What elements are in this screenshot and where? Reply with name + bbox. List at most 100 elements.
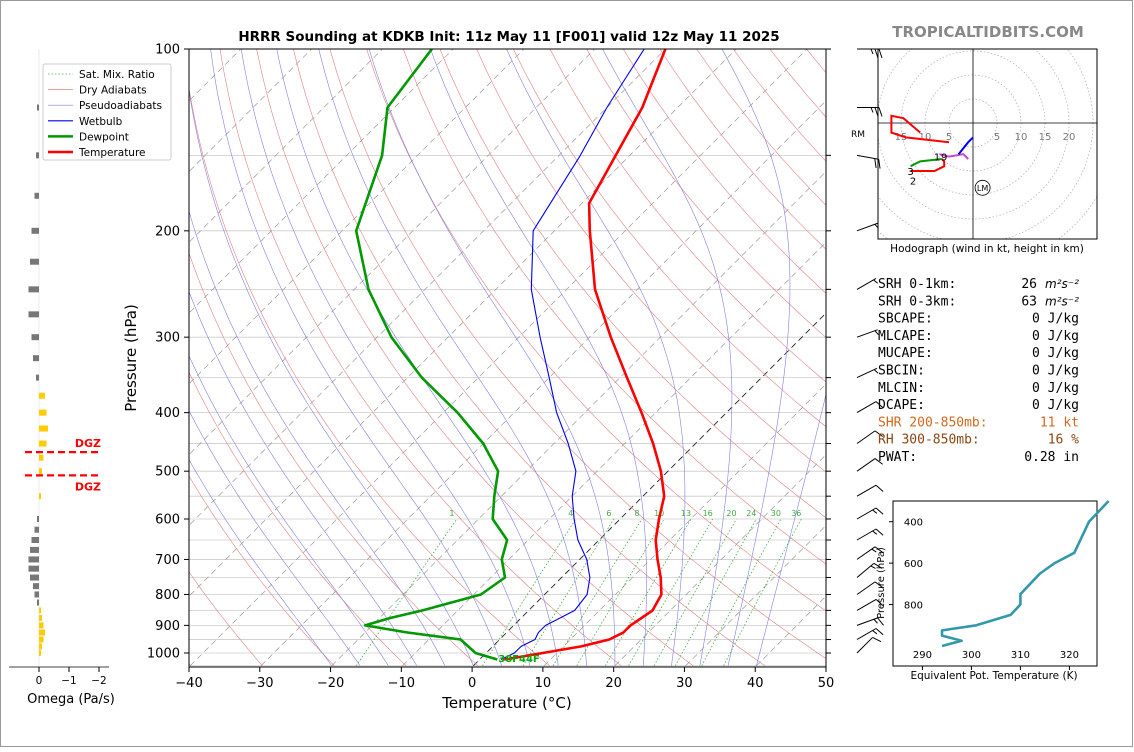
stat-value: 0 J/kg — [1032, 312, 1079, 327]
temperature-tick-label: 10 — [535, 676, 552, 691]
stat-value: 63 — [1021, 294, 1037, 309]
wind-barb-staff — [857, 431, 875, 444]
wind-barb-flag — [876, 484, 883, 493]
pressure-tick-label: 800 — [155, 588, 180, 603]
mixing-ratio-label: 4 — [568, 509, 573, 518]
legend-item-label: Pseudoadiabats — [79, 100, 162, 112]
isotherm-line — [332, 49, 949, 666]
wind-barb — [857, 627, 883, 647]
omega-bar — [29, 286, 40, 292]
pseudoadiabat-line — [319, 49, 587, 666]
theta-e-x-axis-label: Equivalent Pot. Temperature (K) — [910, 670, 1077, 682]
dry-adiabat-line — [293, 49, 765, 666]
temperature-tick-label: 30 — [676, 676, 693, 691]
omega-bar — [29, 566, 40, 572]
pressure-tick-label: 200 — [155, 224, 180, 239]
wind-barb-staff — [857, 508, 876, 519]
wind-barb-staff — [857, 368, 877, 377]
theta-e-x-tick-label: 300 — [962, 650, 981, 661]
wind-barb-staff — [857, 529, 876, 540]
stat-label: SBCAPE: — [878, 312, 933, 327]
temperature-tick-label: 0 — [468, 676, 476, 691]
omega-bar — [39, 622, 44, 628]
stat-value: 11 kt — [1040, 415, 1079, 430]
stat-value: 0 J/kg — [1032, 329, 1079, 344]
omega-bar — [30, 259, 39, 265]
stat-unit: m²s⁻² — [1045, 277, 1079, 291]
wind-barb — [857, 278, 879, 293]
omega-bar — [39, 630, 45, 636]
omega-bar — [39, 410, 47, 416]
stat-label: MLCIN: — [878, 381, 925, 396]
pressure-tick-label: 400 — [155, 406, 180, 421]
wind-barb-flag — [876, 528, 883, 537]
stat-value: 0 J/kg — [1032, 346, 1079, 361]
omega-bar — [30, 547, 39, 553]
omega-bar — [39, 393, 45, 399]
stat-value: 16 % — [1048, 433, 1079, 448]
theta-e-x-tick-label: 310 — [1011, 650, 1030, 661]
legend-item-label: Sat. Mix. Ratio — [79, 69, 155, 81]
mixing-ratio-label: 6 — [606, 509, 611, 518]
stat-label: DCAPE: — [878, 398, 925, 413]
wind-barb-staff — [857, 278, 876, 289]
legend-item-label: Temperature — [78, 147, 146, 159]
omega-bar — [30, 575, 39, 581]
omega-bar — [39, 637, 44, 643]
wind-barb-staff — [857, 223, 878, 231]
hodograph-segment-6-9km — [959, 137, 973, 154]
mixing-ratio-label: 36 — [791, 509, 801, 518]
temperature-tick-label: −30 — [246, 676, 273, 691]
theta-e-y-tick-label: 800 — [904, 601, 923, 612]
hodograph-frame — [878, 49, 1097, 239]
omega-bar — [32, 334, 40, 340]
dry-adiabat-line — [147, 49, 478, 666]
stat-value: 0 J/kg — [1032, 381, 1079, 396]
hodograph-caption: Hodograph (wind in kt, height in km) — [890, 243, 1084, 255]
mixing-ratio-label: 13 — [681, 509, 691, 518]
mixing-ratio-label: 24 — [746, 509, 756, 518]
wind-barb-staff — [857, 582, 875, 595]
omega-bar — [35, 527, 40, 533]
mixing-ratio-line — [523, 519, 614, 666]
hodograph-height-label: 1 — [934, 153, 940, 164]
mixing-ratio-line — [724, 519, 802, 666]
theta-e-profile — [942, 501, 1109, 646]
isotherm-line — [261, 49, 878, 666]
omega-tick-label: 0 — [36, 675, 43, 687]
wind-barb-staff — [857, 637, 873, 653]
pressure-tick-label: 700 — [155, 553, 180, 568]
omega-bar — [39, 650, 41, 656]
wind-barb — [857, 635, 881, 659]
stat-label: RH 300-850mb: — [878, 433, 980, 448]
brand-watermark: TROPICALTIDBITS.COM — [892, 23, 1084, 41]
theta-e-y-tick-label: 400 — [904, 518, 923, 529]
dry-adiabat-line — [367, 49, 909, 666]
lm-label: LM — [977, 184, 988, 193]
temperature-tick-label: −40 — [175, 676, 202, 691]
omega-bar — [29, 556, 40, 562]
stat-label: SRH 0-3km: — [878, 294, 956, 309]
theta-e-panel: Pressure (hPa) Equivalent Pot. Temperatu… — [876, 501, 1109, 682]
pseudoadiabat-line — [277, 49, 558, 666]
wind-barb — [857, 330, 879, 342]
wind-barb-staff — [857, 485, 876, 496]
omega-bar — [33, 355, 39, 361]
stat-label: SBCIN: — [878, 364, 925, 379]
pressure-tick-label: 1000 — [147, 647, 180, 662]
dry-adiabat-line — [257, 49, 694, 666]
omega-bar — [39, 607, 41, 613]
skewt-x-axis-label: Temperature (°C) — [441, 694, 571, 712]
pseudoadiabat-line — [139, 49, 417, 666]
pressure-tick-label: 500 — [155, 465, 180, 480]
dgz-label-top: DGZ — [75, 437, 101, 450]
omega-bar — [32, 537, 40, 543]
wind-barb-half-flag — [871, 108, 873, 113]
omega-bar — [32, 228, 40, 234]
wind-barb-flag — [873, 635, 881, 643]
hodograph-ring-label: 15 — [1039, 132, 1052, 143]
omega-bar — [39, 493, 41, 499]
